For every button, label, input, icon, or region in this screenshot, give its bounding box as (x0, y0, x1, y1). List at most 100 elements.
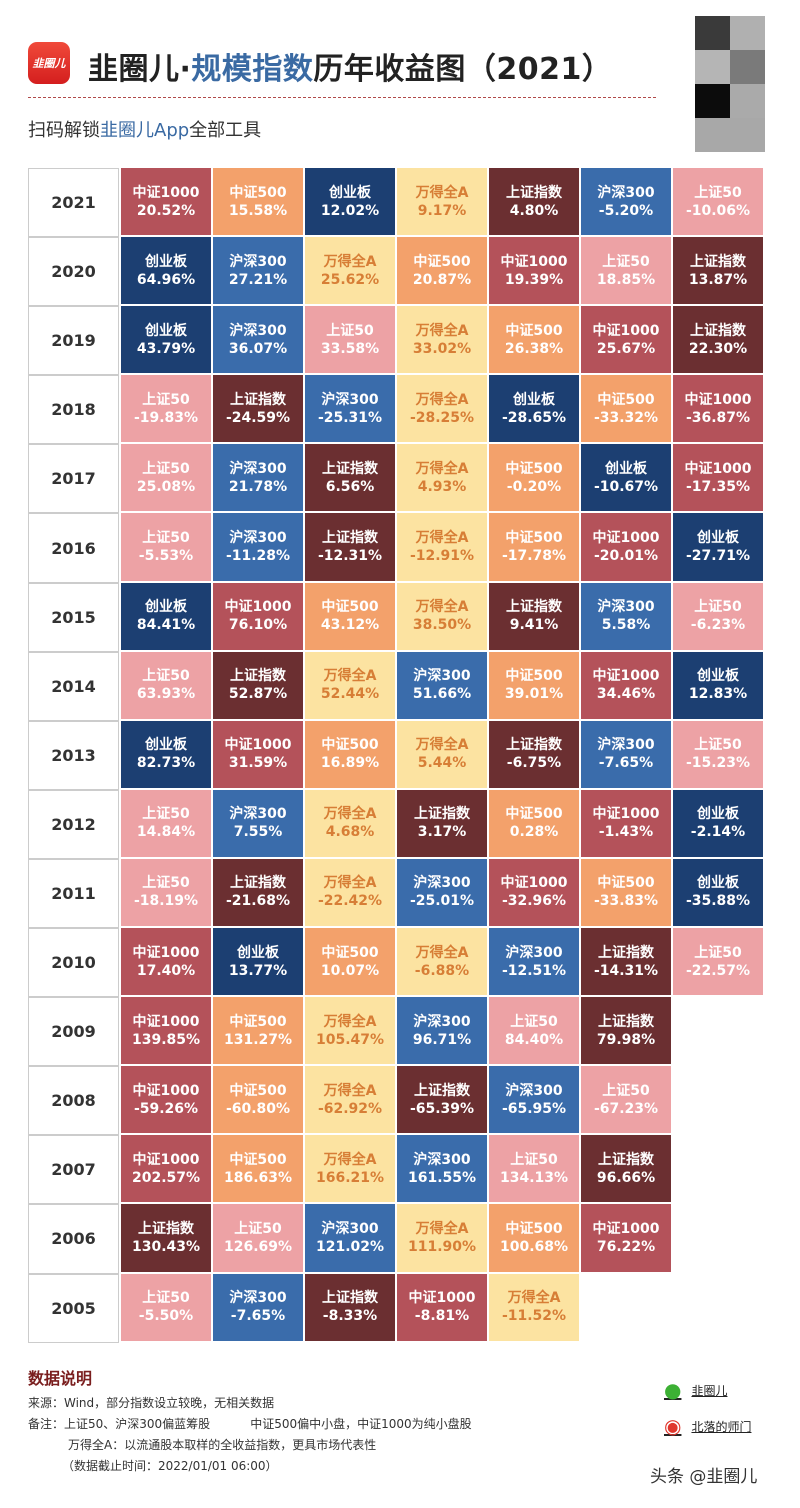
subtitle-part: 扫码解锁 (28, 120, 100, 141)
index-cell: 上证50 -5.53% (121, 513, 211, 581)
index-return: -17.78% (501, 548, 567, 565)
index-cell: 沪深300 -5.20% (581, 168, 671, 236)
index-name: 沪深300 (597, 599, 655, 616)
index-cell: 中证500 15.58% (213, 168, 303, 236)
index-return: 64.96% (136, 271, 196, 288)
index-name: 中证1000 (592, 668, 660, 685)
index-name: 创业板 (697, 530, 739, 547)
index-cell: 上证指数 52.87% (213, 651, 303, 719)
index-name: 沪深300 (597, 184, 655, 201)
index-cell: 万得全A -28.25% (397, 375, 487, 443)
index-name: 创业板 (605, 460, 647, 477)
year-label: 2012 (28, 789, 119, 859)
index-return: -33.83% (593, 893, 659, 910)
table-row: 2014 上证50 63.93% 上证指数 52.87% 万得全A 52.44% 沪深300 5… (28, 651, 764, 721)
index-cell: 上证指数 96.66% (581, 1135, 671, 1203)
index-cell: 沪深300 -25.31% (305, 375, 395, 443)
index-cell: 创业板 -28.65% (489, 375, 579, 443)
index-return: 82.73% (136, 755, 196, 772)
index-name: 万得全A (415, 184, 469, 201)
index-name: 创业板 (329, 184, 371, 201)
index-cell: 上证指数 130.43% (121, 1204, 211, 1272)
index-return: 20.87% (412, 271, 472, 288)
index-name: 中证500 (597, 875, 655, 892)
index-cell: 万得全A -6.88% (397, 928, 487, 996)
table-row: 2017 上证50 25.08% 沪深300 21.78% 上证指数 6.56% 万得全A 4.… (28, 444, 764, 514)
subtitle: 扫码解锁韭圈儿App全部工具 (28, 116, 261, 142)
index-cell: 上证50 14.84% (121, 789, 211, 857)
table-row: 2008 中证1000 -59.26% 中证500 -60.80% 万得全A -62.92%… (28, 1066, 764, 1136)
index-name: 上证指数 (230, 391, 286, 408)
year-label: 2007 (28, 1135, 119, 1205)
index-cell: 沪深300 21.78% (213, 444, 303, 512)
table-row: 2020 创业板 64.96% 沪深300 27.21% 万得全A 25.62% 中证500 2… (28, 237, 764, 307)
index-return: -2.14% (690, 824, 746, 841)
index-name: 上证指数 (230, 875, 286, 892)
index-name: 中证1000 (132, 1151, 200, 1168)
index-name: 上证50 (694, 184, 742, 201)
index-cell: 上证指数 4.80% (489, 168, 579, 236)
year-label: 2009 (28, 997, 119, 1067)
year-label: 2021 (28, 168, 119, 238)
year-label: 2010 (28, 928, 119, 998)
index-return: -14.31% (593, 962, 659, 979)
index-return: -25.01% (409, 893, 475, 910)
index-name: 中证500 (413, 253, 471, 270)
index-cell: 中证500 39.01% (489, 651, 579, 719)
index-return: 14.84% (136, 824, 196, 841)
index-name: 中证1000 (408, 1290, 476, 1307)
index-cell: 万得全A 166.21% (305, 1135, 395, 1203)
index-cell: 上证指数 -12.31% (305, 513, 395, 581)
index-name: 沪深300 (229, 253, 287, 270)
index-return: 13.77% (228, 962, 288, 979)
table-row: 2013 创业板 82.73% 中证1000 31.59% 中证500 16.89% 万得全A… (28, 720, 764, 790)
weibo-link[interactable]: ◉ 北落的师门 (664, 1414, 751, 1438)
index-cell: 上证50 -67.23% (581, 1066, 671, 1134)
index-name: 万得全A (415, 530, 469, 547)
index-name: 上证指数 (414, 806, 470, 823)
index-cell: 沪深300 -12.51% (489, 928, 579, 996)
index-cell: 中证1000 19.39% (489, 237, 579, 305)
index-return: 166.21% (315, 1169, 385, 1186)
year-label: 2006 (28, 1204, 119, 1274)
returns-table: 2021 中证1000 20.52% 中证500 15.58% 创业板 12.02% 万得全A… (28, 168, 764, 1343)
index-name: 中证500 (505, 530, 563, 547)
index-name: 沪深300 (413, 1013, 471, 1030)
index-cell: 上证50 33.58% (305, 306, 395, 374)
index-cell: 上证50 -10.06% (673, 168, 763, 236)
index-return: 76.10% (228, 617, 288, 634)
index-name: 创业板 (145, 737, 187, 754)
index-cell: 上证50 18.85% (581, 237, 671, 305)
index-name: 中证500 (229, 184, 287, 201)
index-cell: 上证50 25.08% (121, 444, 211, 512)
index-return: -18.19% (133, 893, 199, 910)
index-return: 134.13% (499, 1169, 569, 1186)
index-return: 7.55% (233, 824, 283, 841)
year-label: 2014 (28, 651, 119, 721)
index-return: 38.50% (412, 617, 472, 634)
index-name: 沪深300 (229, 530, 287, 547)
index-name: 创业板 (145, 253, 187, 270)
index-name: 沪深300 (229, 460, 287, 477)
index-return: 22.30% (688, 340, 748, 357)
index-name: 中证500 (229, 1013, 287, 1030)
weibo-name: 北落的师门 (691, 1419, 752, 1434)
index-cell: 中证500 186.63% (213, 1135, 303, 1203)
index-cell: 沪深300 121.02% (305, 1204, 395, 1272)
index-return: -15.23% (685, 755, 751, 772)
index-cell: 上证50 -5.50% (121, 1273, 211, 1341)
index-cell: 沪深300 51.66% (397, 651, 487, 719)
index-name: 万得全A (323, 1013, 377, 1030)
index-return: 52.44% (320, 686, 380, 703)
index-cell: 中证1000 25.67% (581, 306, 671, 374)
index-name: 沪深300 (413, 1151, 471, 1168)
index-cell: 中证1000 -32.96% (489, 858, 579, 927)
index-return: -0.20% (506, 478, 562, 495)
index-cell: 上证指数 13.87% (673, 237, 763, 305)
wechat-link[interactable]: ● 韭圈儿 (664, 1378, 751, 1402)
table-row: 2021 中证1000 20.52% 中证500 15.58% 创业板 12.02% 万得全A… (28, 168, 764, 238)
index-cell: 上证50 -19.83% (121, 375, 211, 443)
index-cell: 上证指数 3.17% (397, 789, 487, 857)
index-return: -20.01% (593, 548, 659, 565)
notes-heading: 数据说明 (28, 1369, 93, 1388)
